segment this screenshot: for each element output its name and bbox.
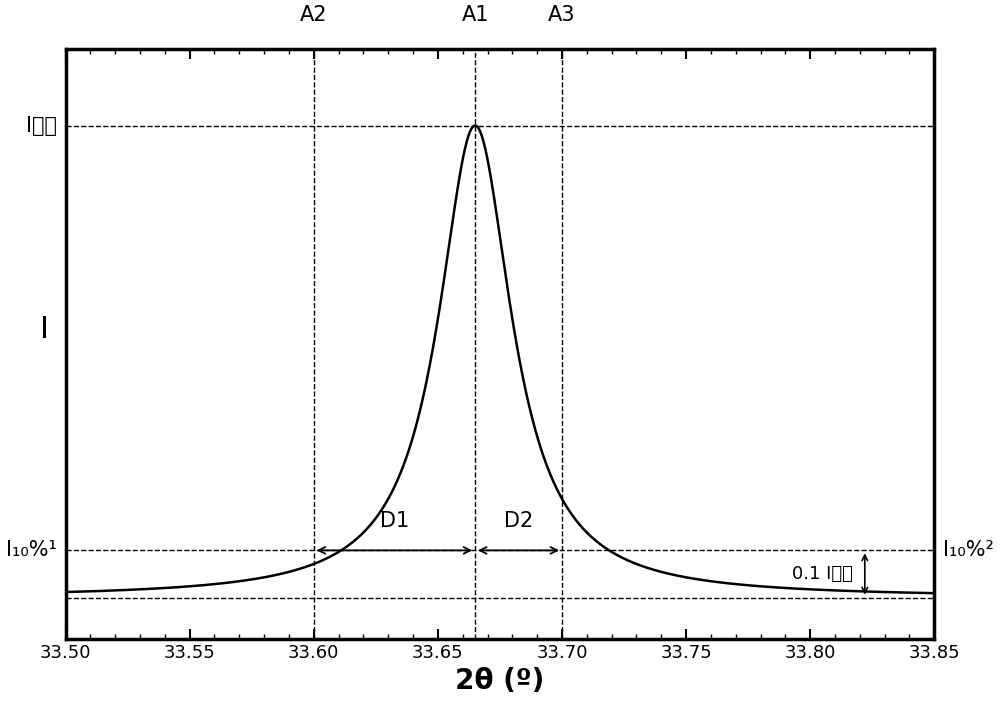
Text: I₁₀%²: I₁₀%² — [943, 541, 994, 560]
Text: A3: A3 — [548, 5, 576, 25]
Text: D2: D2 — [504, 511, 533, 531]
Text: I最大: I最大 — [26, 116, 57, 135]
Text: A2: A2 — [300, 5, 328, 25]
Text: A1: A1 — [461, 5, 489, 25]
X-axis label: 2θ (º): 2θ (º) — [455, 667, 545, 695]
Text: 0.1 I最大: 0.1 I最大 — [792, 565, 852, 583]
Text: I₁₀%¹: I₁₀%¹ — [6, 541, 57, 560]
Y-axis label: I: I — [40, 314, 49, 343]
Text: D1: D1 — [380, 511, 409, 531]
